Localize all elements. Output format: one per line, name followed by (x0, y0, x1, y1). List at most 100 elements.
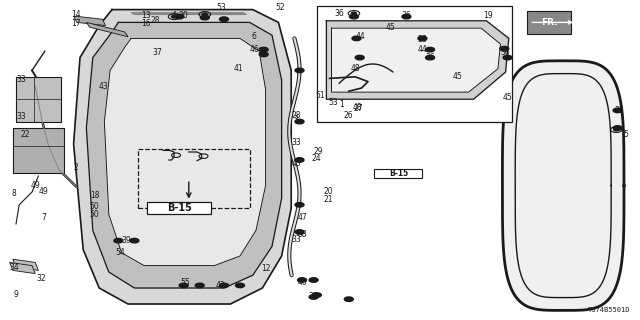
Text: 54: 54 (115, 248, 125, 257)
Text: 27: 27 (353, 104, 364, 113)
Circle shape (195, 283, 204, 288)
Polygon shape (131, 13, 246, 14)
Text: 36: 36 (401, 11, 412, 20)
Text: 36: 36 (500, 48, 511, 57)
Circle shape (298, 278, 307, 282)
Text: 9: 9 (13, 290, 19, 299)
Text: 29: 29 (314, 148, 324, 156)
Text: 33: 33 (16, 76, 26, 84)
Polygon shape (326, 21, 509, 99)
Text: 36: 36 (417, 36, 428, 44)
Text: 7: 7 (41, 213, 46, 222)
Text: 44: 44 (417, 45, 428, 54)
Text: 53: 53 (216, 4, 226, 12)
Text: 16: 16 (141, 20, 151, 28)
Text: 33: 33 (16, 112, 26, 121)
Polygon shape (104, 38, 266, 266)
Circle shape (344, 297, 353, 301)
Circle shape (295, 158, 304, 162)
Bar (374, 169, 422, 178)
Text: 6: 6 (252, 32, 257, 41)
Text: 45: 45 (502, 93, 513, 102)
Circle shape (352, 36, 361, 41)
Circle shape (114, 238, 123, 243)
Text: TG74B5501D: TG74B5501D (588, 307, 630, 313)
Text: 31: 31 (308, 292, 319, 301)
Text: 4: 4 (172, 11, 177, 20)
Text: 45: 45 (385, 23, 396, 32)
Circle shape (309, 278, 318, 282)
Text: 52: 52 (275, 4, 285, 12)
Polygon shape (10, 262, 35, 274)
Text: 48: 48 (352, 103, 362, 112)
Text: 14: 14 (70, 10, 81, 19)
Text: 45: 45 (452, 72, 463, 81)
Circle shape (614, 128, 619, 131)
Polygon shape (332, 28, 500, 92)
Text: 28: 28 (292, 111, 301, 120)
Text: 55: 55 (180, 278, 191, 287)
Circle shape (309, 295, 318, 299)
Circle shape (295, 203, 304, 207)
Circle shape (426, 55, 435, 60)
Text: 8: 8 (12, 189, 17, 198)
Text: 48: 48 (350, 64, 360, 73)
Text: 1: 1 (339, 100, 344, 109)
Polygon shape (13, 259, 38, 270)
Bar (138, 149, 250, 208)
Text: 32: 32 (36, 274, 47, 283)
Text: 12: 12 (261, 264, 270, 273)
Text: 17: 17 (70, 20, 81, 28)
Circle shape (172, 15, 177, 18)
Circle shape (613, 126, 622, 130)
Circle shape (200, 15, 209, 20)
Text: FR.: FR. (541, 18, 557, 27)
Text: 33: 33 (291, 235, 301, 244)
Text: 47: 47 (297, 213, 307, 222)
Text: 50: 50 (90, 202, 100, 211)
Text: 35: 35 (614, 106, 625, 115)
Circle shape (236, 283, 244, 288)
Circle shape (351, 12, 356, 15)
Text: 28: 28 (151, 16, 160, 25)
Text: 37: 37 (152, 48, 162, 57)
Circle shape (259, 47, 268, 52)
Circle shape (500, 46, 509, 51)
Circle shape (175, 14, 184, 19)
Circle shape (179, 283, 188, 288)
Text: 41: 41 (233, 64, 243, 73)
Text: 19: 19 (483, 11, 493, 20)
Bar (317, 6, 512, 122)
Circle shape (503, 55, 512, 60)
Circle shape (402, 14, 411, 19)
Polygon shape (74, 10, 291, 304)
Text: 26: 26 (344, 111, 354, 120)
Circle shape (312, 293, 321, 297)
Circle shape (355, 55, 364, 60)
Text: B-15: B-15 (167, 203, 191, 213)
Polygon shape (16, 77, 61, 122)
Polygon shape (502, 61, 624, 310)
Circle shape (613, 108, 622, 113)
FancyBboxPatch shape (527, 11, 571, 34)
Text: 53: 53 (328, 98, 338, 107)
Polygon shape (86, 22, 128, 37)
Text: 2: 2 (73, 164, 78, 172)
Polygon shape (86, 22, 282, 288)
Text: 18: 18 (90, 191, 99, 200)
Text: 20: 20 (323, 188, 333, 196)
Circle shape (259, 52, 268, 57)
Text: 43: 43 (99, 82, 109, 91)
Polygon shape (13, 128, 64, 173)
Text: 40: 40 (297, 278, 307, 287)
Text: 24: 24 (311, 154, 321, 163)
Circle shape (295, 230, 304, 234)
Text: 5: 5 (623, 130, 628, 139)
Text: 3: 3 (294, 116, 299, 124)
Text: 43: 43 (291, 159, 301, 168)
Text: 42: 42 (215, 281, 225, 290)
Polygon shape (74, 16, 106, 26)
Text: 33: 33 (291, 138, 301, 147)
Text: 21: 21 (324, 196, 333, 204)
Text: 34: 34 (9, 263, 19, 272)
